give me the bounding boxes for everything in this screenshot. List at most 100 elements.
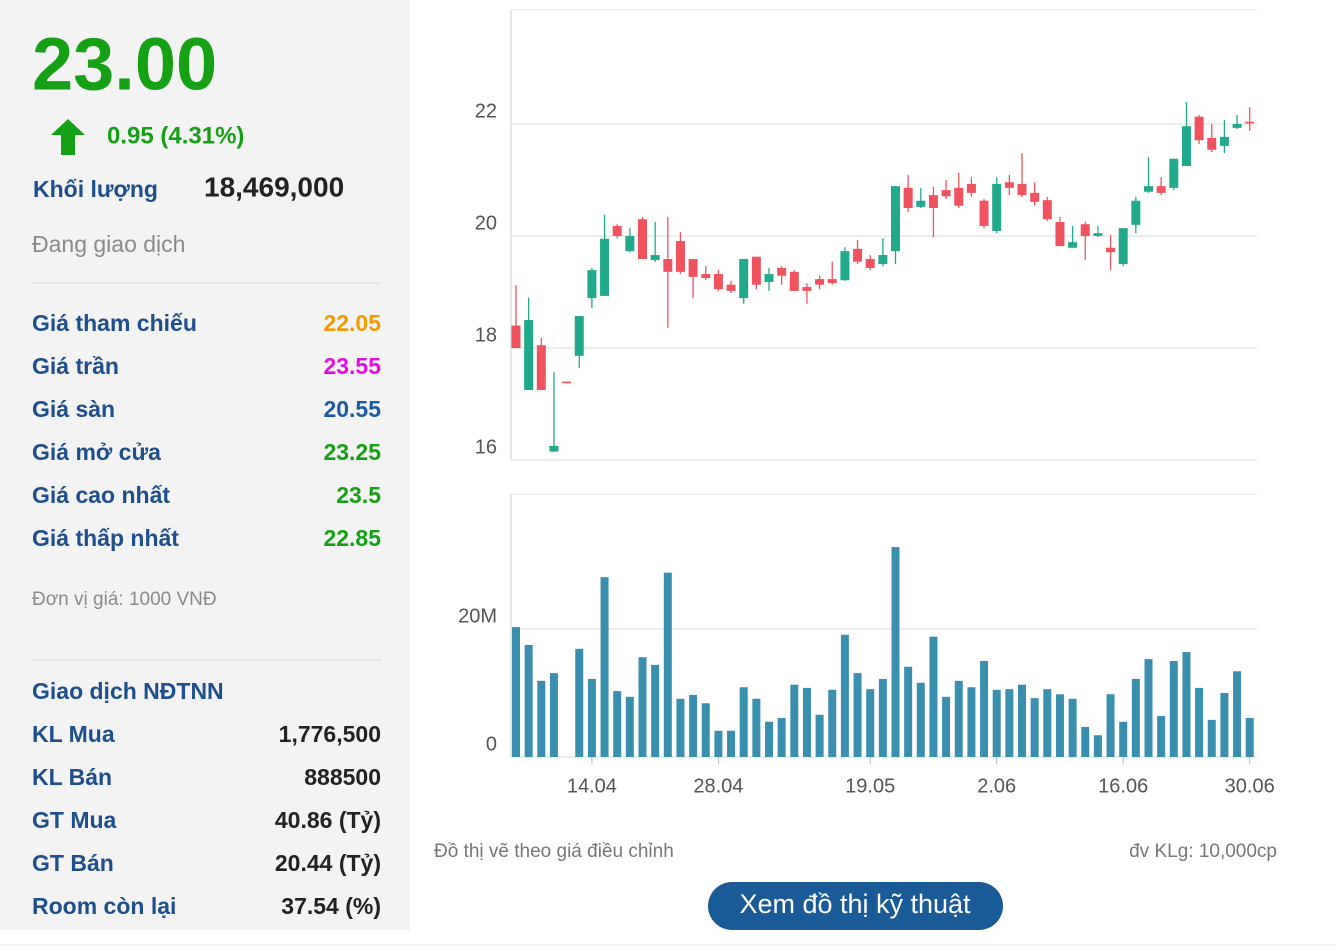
volume-unit: đv KLg: 10,000cp: [1129, 841, 1277, 862]
volume-bar: [714, 730, 723, 757]
candle-body: [726, 284, 736, 291]
row-value: 888500: [304, 764, 381, 790]
candle-body: [802, 286, 812, 291]
candle-body: [840, 251, 850, 281]
candle-body: [1004, 182, 1014, 188]
x-tick-label: 14.04: [567, 775, 617, 797]
price: 23.00: [32, 23, 217, 106]
candle-body: [789, 271, 799, 291]
volume-bar: [1195, 687, 1204, 757]
candle-body: [891, 186, 900, 252]
technical-chart-button[interactable]: Xem đồ thị kỹ thuật: [708, 882, 1003, 930]
volume-bar: [1018, 684, 1026, 757]
row-label: Giá tham chiếu: [32, 310, 197, 336]
foreign-title: Giao dịch NĐTNN: [32, 678, 224, 704]
candle-body: [751, 256, 761, 285]
chart-note: Đồ thị vẽ theo giá điều chỉnh: [434, 841, 674, 862]
candle-body: [992, 183, 1002, 231]
volume-bar: [752, 698, 761, 757]
candle-body: [638, 219, 647, 259]
y-tick-label: 16: [475, 436, 497, 458]
volume-bar: [1144, 659, 1153, 757]
candle-body: [600, 238, 610, 296]
row-value: 23.5: [336, 482, 381, 508]
volume-bar: [866, 689, 875, 757]
row-label: Giá thấp nhất: [32, 525, 179, 551]
row-label: GT Bán: [32, 850, 114, 876]
candle-body: [701, 274, 711, 278]
volume-bar: [765, 721, 773, 757]
candle-body: [1169, 158, 1179, 188]
candle-body: [1030, 192, 1040, 202]
candle-body: [928, 195, 938, 208]
volume-bar: [1030, 698, 1039, 757]
volume-bar: [904, 666, 913, 757]
candle-body: [587, 270, 597, 299]
volume-bar: [967, 687, 976, 757]
button-bg[interactable]: [708, 882, 1003, 930]
volume-bar: [1131, 678, 1140, 757]
volume-bar: [537, 680, 546, 757]
candle-body: [1093, 233, 1103, 236]
volume-bar: [942, 696, 951, 757]
volume-bar: [625, 696, 634, 757]
candle-body: [878, 255, 888, 264]
y-tick-label: 18: [475, 324, 497, 346]
candle-body: [1068, 242, 1078, 248]
volume-bar: [916, 682, 925, 757]
volume-bar: [651, 664, 660, 757]
row-label: Giá sàn: [32, 396, 115, 422]
row-value: 40.86 (Tỷ): [275, 807, 381, 833]
candle-body: [713, 274, 723, 290]
candle-body: [1207, 138, 1217, 150]
candle-body: [865, 258, 875, 268]
button-label[interactable]: Xem đồ thị kỹ thuật: [739, 889, 971, 919]
candle-body: [1131, 200, 1141, 225]
candle-body: [536, 345, 546, 390]
y-tick-label: 20: [475, 212, 497, 234]
row-label: KL Bán: [32, 764, 112, 790]
volume-bar: [954, 680, 963, 757]
candle-body: [966, 183, 976, 193]
candle-body: [562, 381, 572, 384]
candle-body: [1219, 136, 1229, 146]
candle-body: [1156, 186, 1166, 193]
volume-bar: [802, 687, 811, 757]
volume-bar: [878, 678, 887, 757]
candle-body: [815, 279, 825, 285]
volume-label: Khối lượng: [33, 176, 158, 202]
candle-body: [827, 279, 837, 284]
volume-bar: [676, 698, 685, 757]
candle-body: [764, 274, 774, 282]
candle-body: [675, 241, 685, 272]
row-label: Giá mở cửa: [32, 439, 161, 465]
x-tick-label: 2.06: [977, 775, 1016, 797]
candle-body: [1144, 186, 1153, 192]
volume-bar: [613, 691, 622, 757]
volume-bar: [587, 678, 596, 757]
volume-bar: [891, 547, 900, 757]
volume-bar: [853, 673, 862, 757]
candle-body: [979, 200, 989, 226]
volume-bar: [1055, 694, 1064, 757]
row-label: GT Mua: [32, 807, 117, 833]
volume-bar: [777, 717, 786, 757]
volume-bar: [1233, 671, 1242, 757]
row-value: 23.55: [323, 353, 381, 379]
volume-bar: [600, 577, 609, 757]
price-change: 0.95 (4.31%): [107, 122, 244, 149]
up-arrow: [51, 119, 85, 155]
volume-bar: [790, 684, 799, 757]
candle-body: [1080, 224, 1090, 236]
volume-bar: [512, 627, 520, 757]
candle-body: [1055, 222, 1065, 247]
status: Đang giao dịch: [32, 231, 185, 257]
row-label: Giá cao nhất: [32, 482, 170, 508]
volume-bar: [1220, 693, 1229, 757]
candle-body: [739, 258, 749, 299]
candle-body: [688, 258, 698, 277]
volume-bar: [1106, 694, 1115, 757]
row-value: 37.54 (%): [281, 893, 381, 919]
volume-bar: [1207, 719, 1216, 757]
